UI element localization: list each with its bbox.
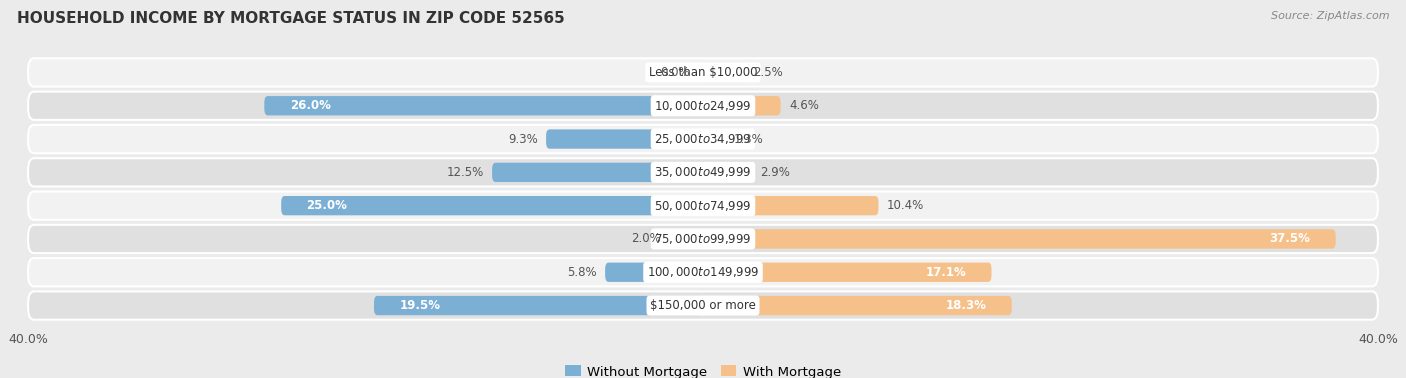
Text: 2.0%: 2.0% [631, 232, 661, 245]
Text: 12.5%: 12.5% [447, 166, 484, 179]
Text: 5.8%: 5.8% [567, 266, 596, 279]
FancyBboxPatch shape [28, 58, 1378, 87]
FancyBboxPatch shape [669, 229, 703, 249]
Legend: Without Mortgage, With Mortgage: Without Mortgage, With Mortgage [560, 360, 846, 378]
Text: 10.4%: 10.4% [887, 199, 924, 212]
FancyBboxPatch shape [703, 229, 1336, 249]
FancyBboxPatch shape [703, 129, 725, 149]
Text: 2.5%: 2.5% [754, 66, 783, 79]
Text: 9.3%: 9.3% [508, 133, 537, 146]
Text: Less than $10,000: Less than $10,000 [648, 66, 758, 79]
FancyBboxPatch shape [703, 163, 752, 182]
Text: 2.9%: 2.9% [761, 166, 790, 179]
FancyBboxPatch shape [492, 163, 703, 182]
Text: 37.5%: 37.5% [1270, 232, 1310, 245]
FancyBboxPatch shape [703, 196, 879, 215]
FancyBboxPatch shape [28, 291, 1378, 320]
FancyBboxPatch shape [28, 158, 1378, 186]
Text: $10,000 to $24,999: $10,000 to $24,999 [654, 99, 752, 113]
Text: $25,000 to $34,999: $25,000 to $34,999 [654, 132, 752, 146]
FancyBboxPatch shape [605, 263, 703, 282]
Text: 1.3%: 1.3% [734, 133, 763, 146]
Text: 17.1%: 17.1% [925, 266, 966, 279]
Text: 18.3%: 18.3% [946, 299, 987, 312]
Text: $100,000 to $149,999: $100,000 to $149,999 [647, 265, 759, 279]
Text: HOUSEHOLD INCOME BY MORTGAGE STATUS IN ZIP CODE 52565: HOUSEHOLD INCOME BY MORTGAGE STATUS IN Z… [17, 11, 565, 26]
Text: 25.0%: 25.0% [307, 199, 347, 212]
FancyBboxPatch shape [28, 125, 1378, 153]
Text: $150,000 or more: $150,000 or more [650, 299, 756, 312]
Text: $75,000 to $99,999: $75,000 to $99,999 [654, 232, 752, 246]
FancyBboxPatch shape [28, 225, 1378, 253]
FancyBboxPatch shape [264, 96, 703, 115]
FancyBboxPatch shape [28, 192, 1378, 220]
FancyBboxPatch shape [703, 263, 991, 282]
FancyBboxPatch shape [374, 296, 703, 315]
Text: 26.0%: 26.0% [290, 99, 330, 112]
Text: 0.0%: 0.0% [659, 66, 689, 79]
FancyBboxPatch shape [281, 196, 703, 215]
Text: $35,000 to $49,999: $35,000 to $49,999 [654, 165, 752, 179]
FancyBboxPatch shape [546, 129, 703, 149]
Text: 4.6%: 4.6% [789, 99, 818, 112]
FancyBboxPatch shape [703, 63, 745, 82]
Text: Source: ZipAtlas.com: Source: ZipAtlas.com [1271, 11, 1389, 21]
FancyBboxPatch shape [28, 91, 1378, 120]
FancyBboxPatch shape [703, 96, 780, 115]
FancyBboxPatch shape [28, 258, 1378, 287]
Text: 19.5%: 19.5% [399, 299, 440, 312]
FancyBboxPatch shape [703, 296, 1012, 315]
Text: $50,000 to $74,999: $50,000 to $74,999 [654, 199, 752, 213]
